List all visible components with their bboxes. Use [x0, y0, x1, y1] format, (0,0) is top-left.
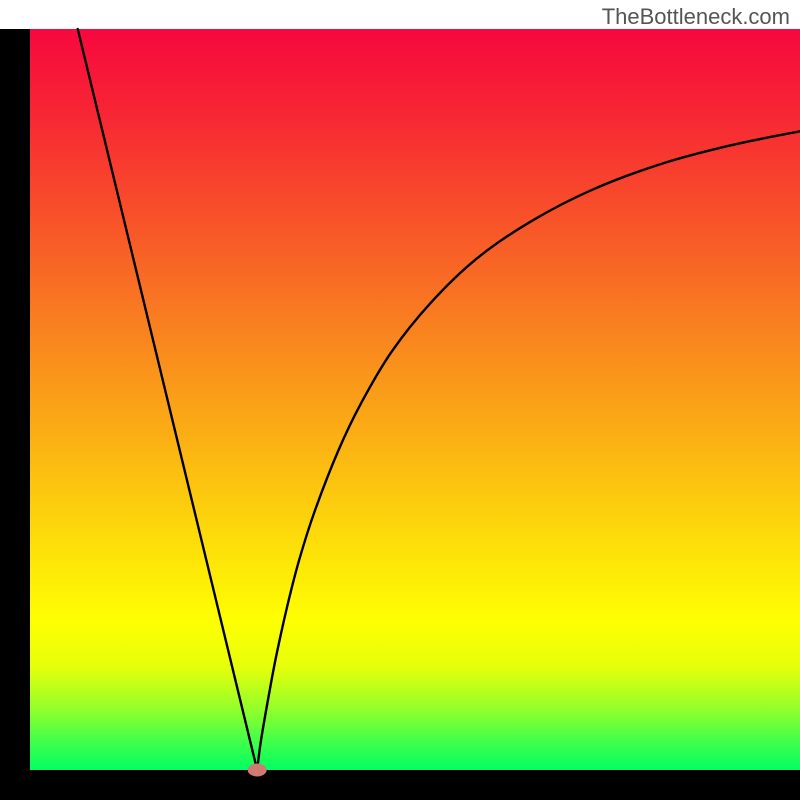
notch-marker	[248, 764, 266, 776]
chart-container: TheBottleneck.com	[0, 0, 800, 800]
curve-left-branch	[78, 29, 257, 770]
curve-right-branch	[257, 131, 800, 770]
bottleneck-curve	[0, 0, 800, 800]
watermark-label: TheBottleneck.com	[602, 4, 790, 30]
